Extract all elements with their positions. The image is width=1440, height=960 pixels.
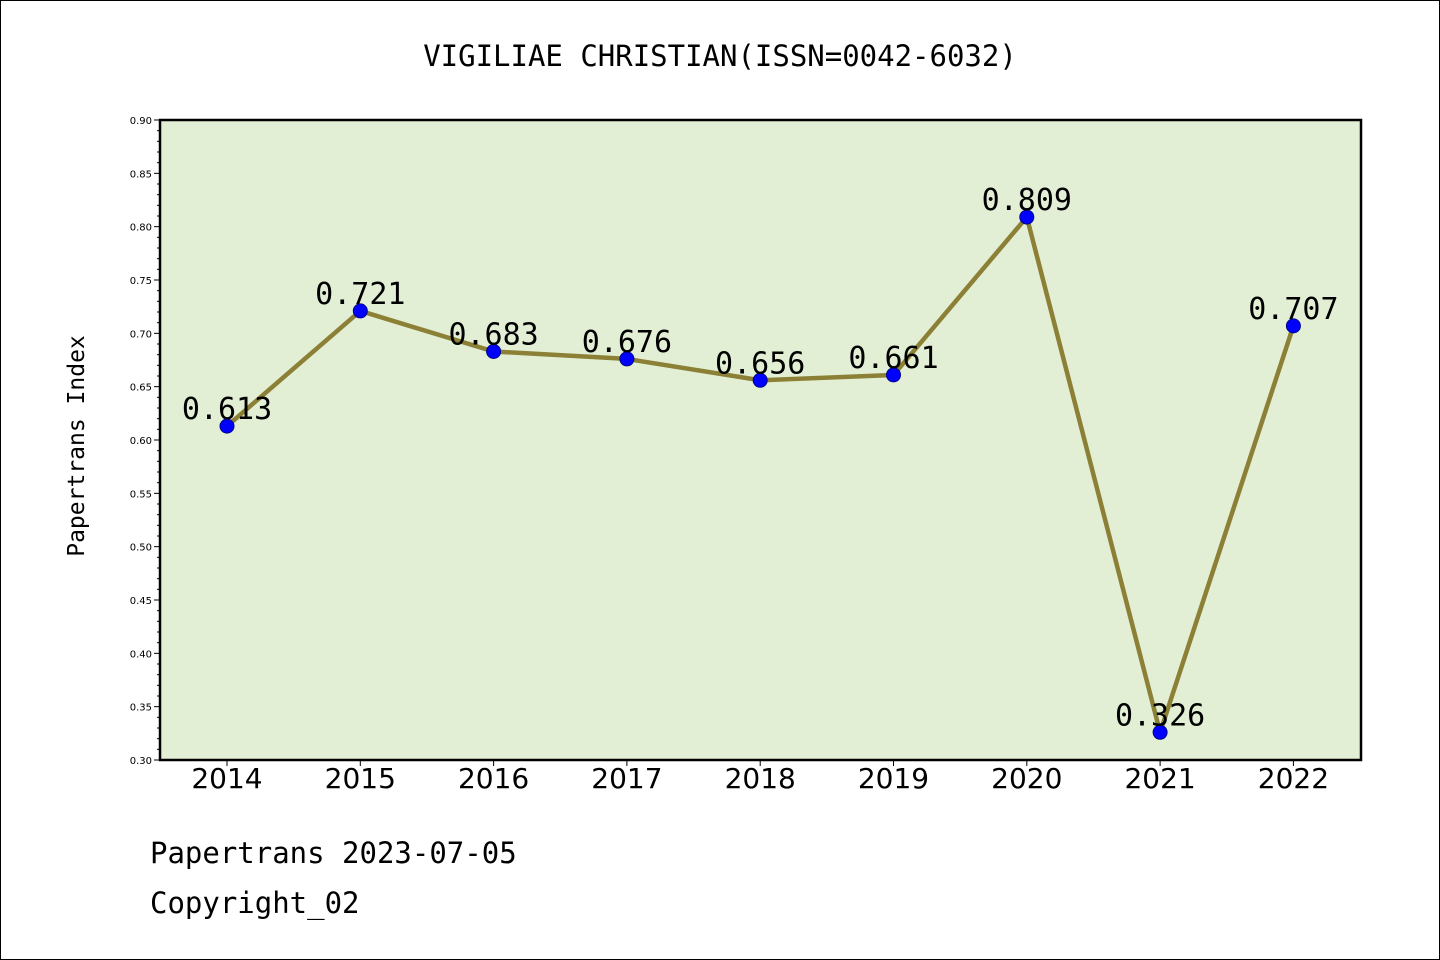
data-label: 0.326	[1115, 698, 1205, 733]
y-tick-label: 0.40	[130, 649, 152, 660]
y-tick-label: 0.50	[130, 543, 152, 554]
data-label: 0.721	[315, 277, 405, 312]
y-tick-label: 0.60	[130, 436, 152, 447]
data-point	[486, 343, 502, 359]
data-point	[752, 372, 768, 388]
plot-border	[158, 118, 1363, 762]
plot-area	[160, 120, 1361, 760]
data-label: 0.656	[715, 346, 805, 381]
data-point	[1152, 724, 1168, 740]
x-tick-label: 2021	[1124, 762, 1195, 795]
x-tick-label: 2022	[1258, 762, 1329, 795]
y-tick-label: 0.45	[130, 596, 152, 607]
data-point	[1285, 318, 1301, 334]
y-axis-label: Papertrans Index	[64, 335, 90, 557]
data-label: 0.707	[1248, 292, 1338, 327]
y-tick-label: 0.70	[130, 329, 152, 340]
x-tick-label: 2018	[725, 762, 796, 795]
y-tick-label: 0.75	[130, 276, 152, 287]
data-label: 0.613	[182, 392, 272, 427]
y-tick-label: 0.35	[130, 703, 152, 714]
series-group: 0.613 0.721 0.683 0.676 0.656 0.661 0.809 0.326…	[182, 183, 1339, 740]
footer-date: Papertrans 2023-07-05	[150, 836, 517, 870]
data-point	[619, 351, 635, 367]
x-tick-label: 2014	[191, 762, 262, 795]
chart-title: VIGILIAE CHRISTIAN(ISSN=0042-6032)	[423, 39, 1017, 73]
x-tick-label: 2017	[591, 762, 662, 795]
data-point	[352, 303, 368, 319]
y-tick-label: 0.55	[130, 489, 152, 500]
x-tick-label: 2015	[325, 762, 396, 795]
y-tick-label: 0.30	[130, 756, 152, 767]
data-label: 0.683	[448, 317, 538, 352]
data-label: 0.661	[848, 341, 938, 376]
y-axis: 0.30 0.35 0.40 0.45 0.50 0.55 0.60 0.65 0.70 0.75…	[130, 116, 160, 767]
data-label: 0.676	[582, 325, 672, 360]
x-tick-label: 2020	[991, 762, 1062, 795]
x-tick-label: 2016	[458, 762, 529, 795]
y-tick-label: 0.65	[130, 383, 152, 394]
y-tick-label: 0.85	[130, 169, 152, 180]
data-point	[1019, 209, 1035, 225]
data-point	[886, 367, 901, 383]
footer-copyright: Copyright_02	[150, 886, 360, 920]
data-point	[219, 418, 235, 434]
y-tick-label: 0.90	[130, 116, 152, 127]
x-tick-label: 2019	[858, 762, 929, 795]
data-label: 0.809	[982, 183, 1072, 218]
x-axis: 2014 2015 2016 2017 2018 2019 2020 2021 2022	[191, 760, 1329, 795]
y-tick-label: 0.80	[130, 223, 152, 234]
